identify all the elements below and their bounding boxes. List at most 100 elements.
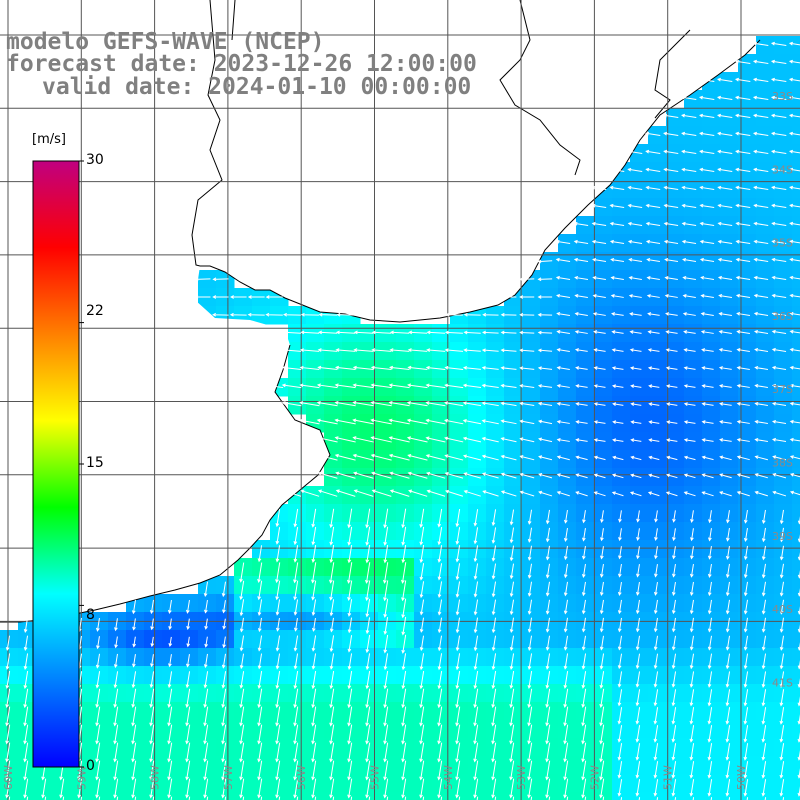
wind-arrow (743, 545, 748, 561)
wind-arrow (185, 688, 191, 708)
wind-arrow (627, 239, 643, 244)
wind-arrow (247, 312, 265, 317)
wind-arrow (599, 671, 605, 689)
wind-arrow (221, 688, 227, 709)
wind-arrow (149, 724, 155, 745)
wind-arrow (682, 257, 697, 262)
field-cell (0, 792, 19, 800)
wind-arrow (701, 473, 714, 479)
wind-arrow (591, 221, 607, 226)
wind-arrow (352, 383, 374, 389)
colorbar (32, 160, 84, 768)
field-cell (360, 792, 379, 800)
wind-arrow (735, 275, 751, 280)
wind-arrow (239, 706, 245, 727)
wind-arrow (527, 599, 533, 615)
wind-arrow (519, 277, 535, 282)
wind-arrow (114, 618, 118, 632)
wind-arrow (556, 402, 570, 406)
wind-arrow (257, 653, 263, 670)
wind-arrow (365, 580, 371, 602)
lat-label: 37S (772, 383, 793, 396)
wind-arrow (473, 509, 479, 527)
wind-arrow (455, 778, 461, 799)
wind-arrow (575, 420, 588, 424)
wind-arrow (95, 778, 101, 799)
wind-arrow (779, 617, 785, 633)
wind-arrow (555, 239, 571, 244)
wind-arrow (365, 635, 371, 654)
wind-arrow (299, 365, 320, 370)
wind-arrow (473, 742, 479, 763)
wind-arrow (617, 779, 623, 797)
wind-arrow (779, 725, 785, 743)
wind-arrow (383, 634, 389, 654)
field-cell (792, 756, 800, 775)
lat-label: 39S (772, 530, 793, 543)
wind-arrow (725, 743, 731, 761)
wind-arrow (473, 599, 479, 616)
wind-arrow (629, 491, 642, 497)
wind-arrow (317, 471, 338, 479)
wind-arrow (437, 778, 443, 799)
wind-arrow (426, 489, 446, 497)
wind-arrow (537, 348, 553, 353)
wind-arrow (726, 510, 730, 524)
wind-arrow (299, 348, 320, 352)
field-cell (648, 792, 667, 800)
wind-arrow (186, 636, 191, 648)
field-cell (792, 738, 800, 757)
wind-arrow (282, 365, 302, 370)
wind-arrow (545, 527, 550, 543)
wind-arrow (419, 545, 425, 564)
wind-arrow (527, 778, 533, 799)
wind-arrow (563, 617, 568, 633)
wind-arrow (545, 563, 550, 579)
wind-arrow (761, 545, 766, 561)
wind-arrow (545, 742, 551, 763)
wind-arrow (463, 348, 481, 353)
wind-arrow (789, 401, 800, 406)
wind-arrow (635, 707, 641, 725)
field-cell (792, 54, 800, 73)
wind-arrow (491, 724, 497, 745)
lat-label: 40S (772, 603, 793, 616)
wind-arrow (335, 348, 356, 352)
colorbar-unit: [m/s] (32, 132, 66, 147)
wind-arrow (311, 653, 317, 670)
wind-arrow (545, 671, 551, 689)
wind-arrow (500, 312, 517, 317)
wind-arrow (719, 455, 732, 461)
wind-arrow (707, 581, 712, 597)
wind-arrow (734, 77, 751, 83)
wind-arrow (537, 295, 553, 299)
wind-arrow (419, 706, 425, 727)
wind-arrow (519, 330, 535, 335)
field-cell (792, 450, 800, 469)
field-cell (792, 180, 800, 199)
wind-arrow (437, 617, 443, 634)
wind-arrow (753, 239, 769, 244)
wind-arrow (311, 545, 317, 563)
wind-arrow (371, 471, 392, 479)
wind-arrow (509, 563, 515, 580)
wind-arrow (707, 599, 712, 615)
wind-arrow (617, 743, 623, 761)
wind-arrow (672, 528, 676, 542)
wind-arrow (365, 653, 371, 671)
wind-arrow (630, 438, 642, 442)
wind-arrow (347, 653, 353, 670)
wind-arrow (725, 671, 731, 688)
wind-arrow (221, 706, 227, 727)
wind-arrow (537, 384, 553, 388)
wind-arrow (789, 311, 800, 316)
wind-arrow (239, 653, 245, 670)
wind-arrow (681, 131, 697, 137)
wind-arrow (653, 617, 658, 633)
wind-arrow (635, 599, 640, 615)
wind-arrow (329, 580, 335, 601)
wind-arrow (617, 671, 623, 688)
field-cell (792, 468, 800, 487)
wind-arrow (789, 347, 800, 352)
wind-arrow (681, 203, 697, 208)
